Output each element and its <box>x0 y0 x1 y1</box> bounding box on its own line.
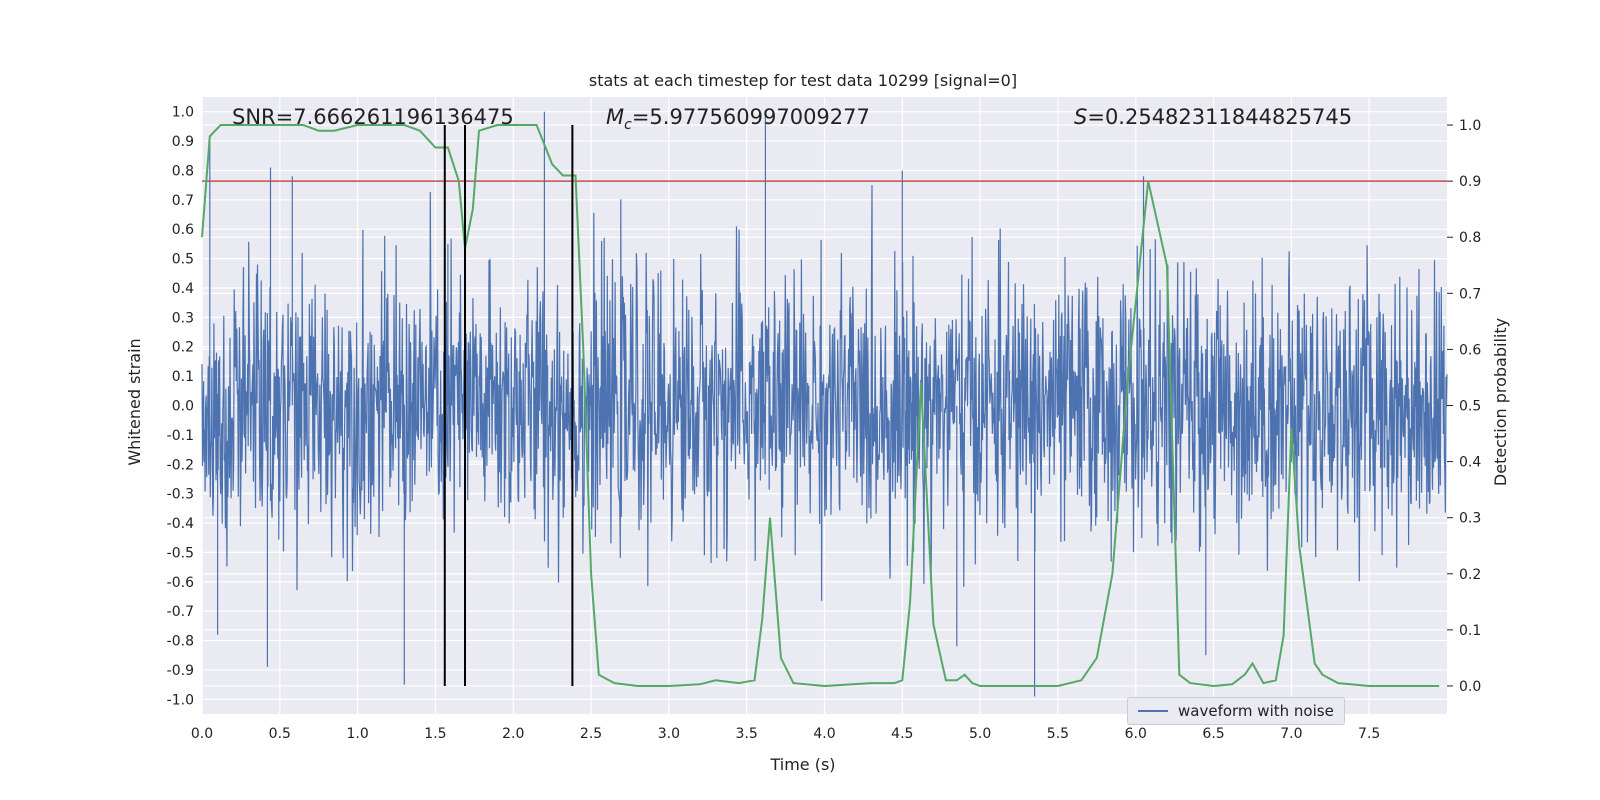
y-left-tick-label: 0.0 <box>172 399 194 415</box>
x-tick-label: 5.5 <box>1047 726 1069 742</box>
y-left-tick-label: -0.9 <box>167 663 194 679</box>
y-left-tick-label: 0.7 <box>172 193 194 209</box>
x-tick-label: 6.5 <box>1202 726 1224 742</box>
chart-title: stats at each timestep for test data 102… <box>589 71 1017 90</box>
y-axis-right-label: Detection probability <box>1491 318 1510 486</box>
y-left-tick-label: 0.9 <box>172 134 194 150</box>
snr-annotation: SNR=7.666261196136475 <box>232 105 514 129</box>
x-tick-label: 2.5 <box>580 726 602 742</box>
x-tick-label: 6.0 <box>1125 726 1147 742</box>
y-left-tick-label: 0.5 <box>172 252 194 268</box>
mc-subscript: c <box>624 117 632 133</box>
vertical-markers <box>443 125 574 686</box>
y-left-tick-label: 0.6 <box>172 222 194 238</box>
y-right-tick-label: 0.2 <box>1459 567 1481 583</box>
x-tick-label: 1.0 <box>346 726 368 742</box>
y-right-tick-label: 0.3 <box>1459 511 1481 527</box>
legend-swatch-waveform <box>1138 710 1168 712</box>
legend-label-waveform: waveform with noise <box>1178 702 1334 720</box>
y-left-tick-label: -0.6 <box>167 575 194 591</box>
x-tick-label: 0.5 <box>269 726 291 742</box>
waveform-series <box>201 111 1448 697</box>
y-left-tick-label: -0.2 <box>167 457 194 473</box>
y-left-tick-label: 0.4 <box>172 281 194 297</box>
y-left-tick-label: -0.8 <box>167 634 194 650</box>
x-tick-label: 5.0 <box>969 726 991 742</box>
y-axis-left-label: Whitened strain <box>125 338 144 465</box>
y-right-tick-label: 1.0 <box>1459 118 1481 134</box>
x-axis-label: Time (s) <box>769 755 835 774</box>
probability-series <box>201 124 1440 688</box>
probability-line <box>201 124 1440 688</box>
y-left-tick-label: 0.3 <box>172 310 194 326</box>
y-right-tick-label: 0.5 <box>1459 399 1481 415</box>
y-left-tick-label: -0.5 <box>167 545 194 561</box>
y-left-tick-label: 0.8 <box>172 163 194 179</box>
mc-symbol: M <box>606 105 624 129</box>
y-right-tick-label: 0.7 <box>1459 286 1481 302</box>
axis-ticks: 0.0 0.5 1.0 1.5 2.0 2.5 3.0 3.5 4.0 4.5 5.0 5.5 6.0 6… <box>167 105 1482 742</box>
y-right-tick-label: 0.6 <box>1459 342 1481 358</box>
x-tick-label: 3.5 <box>736 726 758 742</box>
y-left-tick-label: 0.2 <box>172 340 194 356</box>
y-right-tick-label: 0.4 <box>1459 455 1481 471</box>
y-left-tick-label: -0.1 <box>167 428 194 444</box>
y-left-tick-label: -0.7 <box>167 604 194 620</box>
mc-value: =5.977560997009277 <box>632 105 870 129</box>
y-left-tick-label: -0.4 <box>167 516 194 532</box>
x-tick-label: 4.5 <box>891 726 913 742</box>
x-tick-label: 0.0 <box>191 726 213 742</box>
y-left-tick-label: 0.1 <box>172 369 194 385</box>
x-tick-label: 7.0 <box>1280 726 1302 742</box>
y-left-tick-label: 1.0 <box>172 105 194 121</box>
x-tick-label: 7.5 <box>1358 726 1380 742</box>
y-left-tick-label: -1.0 <box>167 692 194 708</box>
chirp-mass-annotation: Mc=5.977560997009277 <box>606 105 870 133</box>
y-right-tick-label: 0.9 <box>1459 174 1481 190</box>
x-tick-label: 2.0 <box>502 726 524 742</box>
y-right-tick-label: 0.8 <box>1459 230 1481 246</box>
x-tick-label: 4.0 <box>813 726 835 742</box>
s-annotation: S=0.25482311844825745 <box>1074 105 1352 129</box>
x-tick-label: 3.0 <box>658 726 680 742</box>
y-right-tick-label: 0.1 <box>1459 623 1481 639</box>
s-symbol: S <box>1074 105 1087 129</box>
s-value: =0.25482311844825745 <box>1087 105 1352 129</box>
y-left-tick-label: -0.3 <box>167 487 194 503</box>
legend: waveform with noise <box>1127 697 1345 725</box>
x-tick-label: 1.5 <box>424 726 446 742</box>
waveform-line <box>201 111 1448 697</box>
y-right-tick-label: 0.0 <box>1459 679 1481 695</box>
